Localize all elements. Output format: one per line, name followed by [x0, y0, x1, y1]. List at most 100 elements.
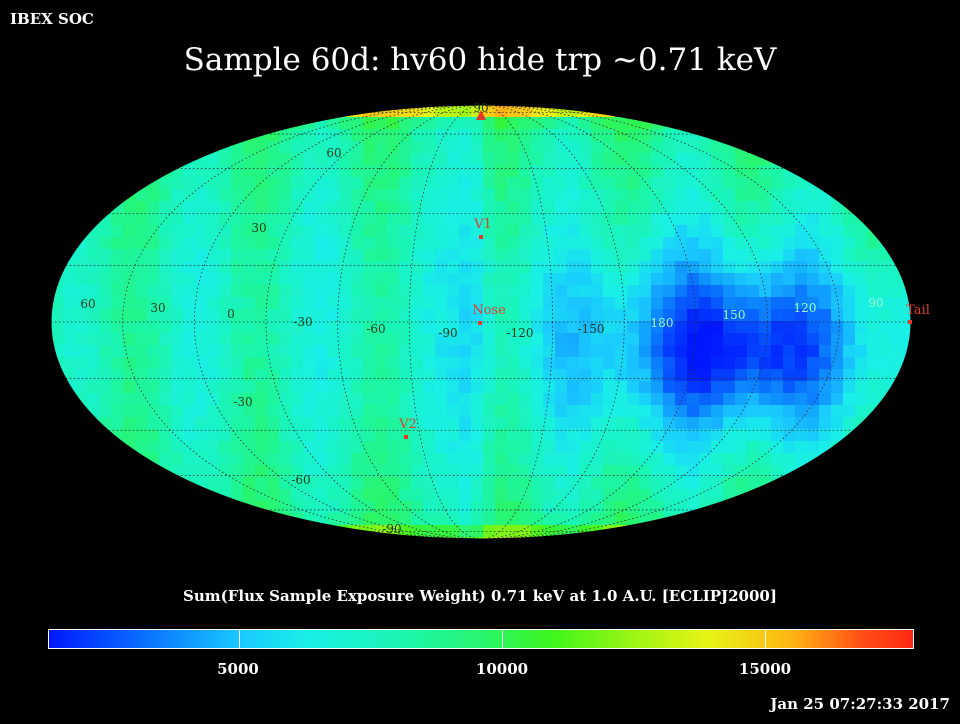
heatmap-cell [399, 153, 412, 166]
heatmap-cell [807, 357, 820, 370]
heatmap-cell [435, 429, 448, 442]
heatmap-cell [723, 417, 736, 430]
heatmap-cell [183, 309, 196, 322]
heatmap-cell [291, 477, 304, 490]
heatmap-cell [603, 129, 616, 142]
heatmap-cell [75, 285, 88, 298]
heatmap-cell [87, 321, 100, 334]
heatmap-cell [543, 357, 556, 370]
heatmap-cell [183, 405, 196, 418]
heatmap-cell [759, 465, 772, 478]
heatmap-cell [327, 237, 340, 250]
heatmap-cell [399, 441, 412, 454]
heatmap-cell [315, 501, 328, 514]
heatmap-cell [99, 393, 112, 406]
heatmap-cell [399, 189, 412, 202]
heatmap-cell [483, 105, 496, 118]
heatmap-cell [723, 441, 736, 454]
heatmap-cell [123, 297, 136, 310]
heatmap-cell [243, 153, 256, 166]
heatmap-cell [135, 309, 148, 322]
heatmap-cell [207, 201, 220, 214]
heatmap-cell [351, 477, 364, 490]
heatmap-cell [687, 345, 700, 358]
heatmap-cell [903, 321, 911, 334]
heatmap-cell [531, 177, 544, 190]
heatmap-cell [219, 261, 232, 274]
heatmap-cell [135, 321, 148, 334]
heatmap-cell [303, 417, 316, 430]
heatmap-cell [315, 453, 328, 466]
heatmap-cell [87, 249, 100, 262]
heatmap-cell [843, 369, 856, 382]
heatmap-cell [243, 273, 256, 286]
heatmap-cell [471, 237, 484, 250]
heatmap-cell [687, 381, 700, 394]
heatmap-cell [855, 213, 868, 226]
heatmap-cell [723, 285, 736, 298]
heatmap-cell [207, 153, 220, 166]
heatmap-cell [63, 309, 76, 322]
heatmap-cell [99, 309, 112, 322]
heatmap-cell [531, 261, 544, 274]
heatmap-cell [531, 225, 544, 238]
heatmap-cell [591, 405, 604, 418]
heatmap-cell [135, 429, 148, 442]
heatmap-cell [183, 153, 196, 166]
heatmap-cell [435, 141, 448, 154]
chart-title: Sample 60d: hv60 hide trp ~0.71 keV [183, 42, 777, 78]
longitude-label: -30 [293, 315, 312, 329]
heatmap-cell [771, 201, 784, 214]
heatmap-cell [291, 225, 304, 238]
heatmap-cell [243, 261, 256, 274]
heatmap-cell [207, 237, 220, 250]
heatmap-cell [171, 381, 184, 394]
heatmap-cell [123, 285, 136, 298]
heatmap-cell [147, 285, 160, 298]
heatmap-cell [171, 345, 184, 358]
heatmap-cell [735, 273, 748, 286]
heatmap-cell [555, 129, 568, 142]
heatmap-cell [51, 261, 64, 274]
heatmap-cell [591, 237, 604, 250]
heatmap-cell [591, 261, 604, 274]
heatmap-cell [423, 117, 436, 130]
heatmap-cell [363, 513, 376, 526]
heatmap-cell [615, 417, 628, 430]
heatmap-cell [255, 213, 268, 226]
heatmap-cell [399, 105, 412, 118]
heatmap-cell [459, 441, 472, 454]
heatmap-cell [483, 465, 496, 478]
heatmap-cell [207, 405, 220, 418]
heatmap-cell [159, 309, 172, 322]
heatmap-cell [855, 369, 868, 382]
heatmap-cell [387, 165, 400, 178]
marker-dot [478, 321, 482, 325]
heatmap-cell [483, 297, 496, 310]
heatmap-cell [771, 417, 784, 430]
heatmap-cell [555, 165, 568, 178]
heatmap-cell [231, 177, 244, 190]
heatmap-cell [795, 321, 808, 334]
heatmap-cell [891, 309, 904, 322]
heatmap-cell [591, 153, 604, 166]
heatmap-cell [327, 201, 340, 214]
heatmap-cell [435, 465, 448, 478]
heatmap-cell [639, 213, 652, 226]
heatmap-cell [183, 297, 196, 310]
heatmap-cell [555, 405, 568, 418]
heatmap-cell [99, 225, 112, 238]
heatmap-cell [387, 393, 400, 406]
heatmap-cell [279, 333, 292, 346]
heatmap-cell [351, 189, 364, 202]
heatmap-cell [471, 117, 484, 130]
heatmap-cell [675, 429, 688, 442]
heatmap-cell [411, 129, 424, 142]
heatmap-cell [519, 357, 532, 370]
heatmap-cell [411, 441, 424, 454]
heatmap-cell [687, 309, 700, 322]
meridian-line [408, 105, 554, 539]
heatmap-cell [399, 309, 412, 322]
heatmap-cell [579, 213, 592, 226]
heatmap-cell [687, 417, 700, 430]
